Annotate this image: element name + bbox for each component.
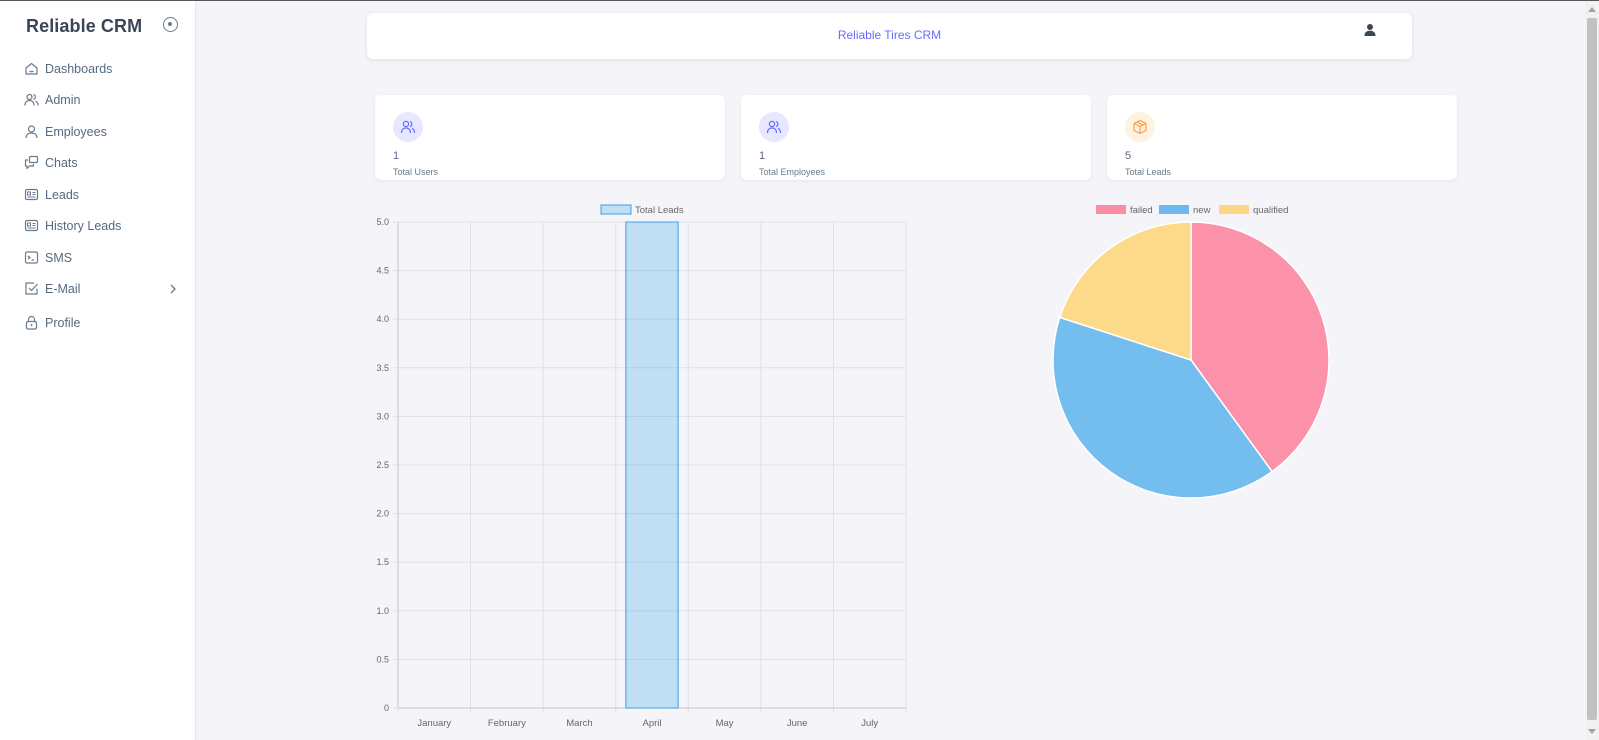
user-icon — [25, 125, 38, 139]
x-tick-label: May — [716, 718, 734, 729]
pie-slice-failed[interactable] — [1190, 221, 1330, 473]
lock-icon — [25, 315, 38, 330]
users-icon — [759, 112, 789, 142]
legend-swatch-failed[interactable] — [1096, 205, 1126, 214]
sidebar-item-label: Profile — [45, 316, 81, 330]
sidebar-item-e-mail[interactable]: E-Mail — [0, 276, 196, 302]
sidebar-item-history-leads[interactable]: History Leads — [0, 213, 196, 239]
sidebar-item-leads[interactable]: Leads — [0, 182, 196, 208]
window-top-border — [0, 0, 1599, 1]
y-tick-label: 4.5 — [376, 266, 389, 276]
sidebar-item-profile[interactable]: Profile — [0, 310, 196, 336]
stat-label: Total Users — [393, 167, 439, 177]
stat-value: 5 — [1125, 150, 1132, 162]
id-card-icon — [24, 219, 39, 232]
x-tick-label: February — [488, 718, 526, 729]
y-tick-label: 3.5 — [376, 363, 389, 373]
navbar-title[interactable]: Reliable Tires CRM — [837, 28, 942, 42]
sidebar-item-admin[interactable]: Admin — [0, 87, 196, 113]
legend-swatch-new[interactable] — [1159, 205, 1189, 214]
sidebar-item-label: Dashboards — [45, 62, 113, 76]
sidebar-item-label: E-Mail — [45, 282, 81, 296]
page-scrollbar[interactable] — [1585, 1, 1599, 740]
y-tick-label: 3.0 — [376, 411, 389, 421]
user-avatar-icon[interactable] — [1363, 23, 1377, 37]
y-tick-label: 1.0 — [376, 606, 389, 616]
sidebar-toggle-icon[interactable] — [163, 17, 178, 32]
users-icon — [24, 93, 39, 106]
legend-label[interactable]: failed — [1130, 205, 1153, 216]
x-tick-label: March — [566, 718, 592, 729]
bar-april[interactable] — [625, 221, 679, 709]
legend-label[interactable]: new — [1193, 205, 1211, 216]
sidebar-item-label: History Leads — [45, 219, 122, 233]
lead-status-pie-chart: failed new qualified — [1052, 205, 1330, 499]
stat-value: 1 — [759, 150, 766, 162]
pie-slice-qualified[interactable] — [1058, 221, 1192, 362]
y-tick-label: 0 — [384, 703, 389, 713]
sidebar-item-sms[interactable]: SMS — [0, 245, 196, 271]
sidebar-item-label: SMS — [45, 251, 73, 265]
top-navbar: Reliable Tires CRM — [367, 13, 1412, 59]
leads-bar-chart: Total Leads 0 0.5 1.0 1.5 2.0 2.5 3.0 3.5 4.0 4.5 5… — [376, 204, 907, 729]
chats-icon — [24, 155, 39, 170]
y-tick-label: 4.0 — [376, 314, 389, 324]
pie-slice-new[interactable] — [1052, 316, 1274, 499]
legend-swatch-qualified[interactable] — [1219, 205, 1249, 214]
x-tick-label: June — [787, 718, 808, 729]
sidebar-item-label: Chats — [45, 156, 78, 170]
checkbox-icon — [25, 282, 38, 295]
stat-card-total-leads: 5 Total Leads — [1107, 95, 1457, 180]
sidebar-item-label: Leads — [45, 188, 80, 202]
stat-label: Total Leads — [1125, 167, 1172, 177]
x-tick-label: January — [417, 718, 451, 729]
y-tick-label: 2.0 — [376, 509, 389, 519]
sidebar-item-employees[interactable]: Employees — [0, 119, 196, 145]
stat-card-total-employees: 1 Total Employees — [741, 95, 1091, 180]
brand-logo-text[interactable]: Reliable CRM — [26, 16, 143, 36]
y-tick-label: 5.0 — [376, 217, 389, 227]
terminal-icon — [24, 251, 39, 264]
y-tick-label: 2.5 — [376, 460, 389, 470]
stat-label: Total Employees — [759, 167, 826, 177]
stat-value: 1 — [393, 150, 400, 162]
x-tick-label: July — [861, 718, 878, 729]
scroll-up-arrow-icon[interactable] — [1588, 7, 1596, 12]
users-icon — [393, 112, 423, 142]
scroll-down-arrow-icon[interactable] — [1588, 729, 1596, 734]
x-tick-label: April — [642, 718, 661, 729]
y-tick-label: 1.5 — [376, 557, 389, 567]
sidebar-item-label: Admin — [45, 93, 81, 107]
id-card-icon — [24, 188, 39, 201]
scroll-thumb[interactable] — [1587, 18, 1597, 720]
legend-swatch[interactable] — [600, 204, 632, 215]
y-tick-label: 0.5 — [376, 654, 389, 664]
sidebar-item-dashboards[interactable]: Dashboards — [0, 56, 196, 82]
sidebar: Reliable CRM Dashboards Admin Employees Cha… — [0, 1, 196, 740]
sidebar-item-chats[interactable]: Chats — [0, 150, 196, 176]
stat-card-total-users: 1 Total Users — [375, 95, 725, 180]
legend-label[interactable]: qualified — [1253, 205, 1288, 216]
home-icon — [25, 62, 38, 75]
legend-label[interactable]: Total Leads — [635, 205, 684, 216]
cube-icon — [1125, 112, 1155, 142]
sidebar-item-label: Employees — [45, 125, 107, 139]
chevron-right-icon[interactable] — [167, 283, 179, 295]
